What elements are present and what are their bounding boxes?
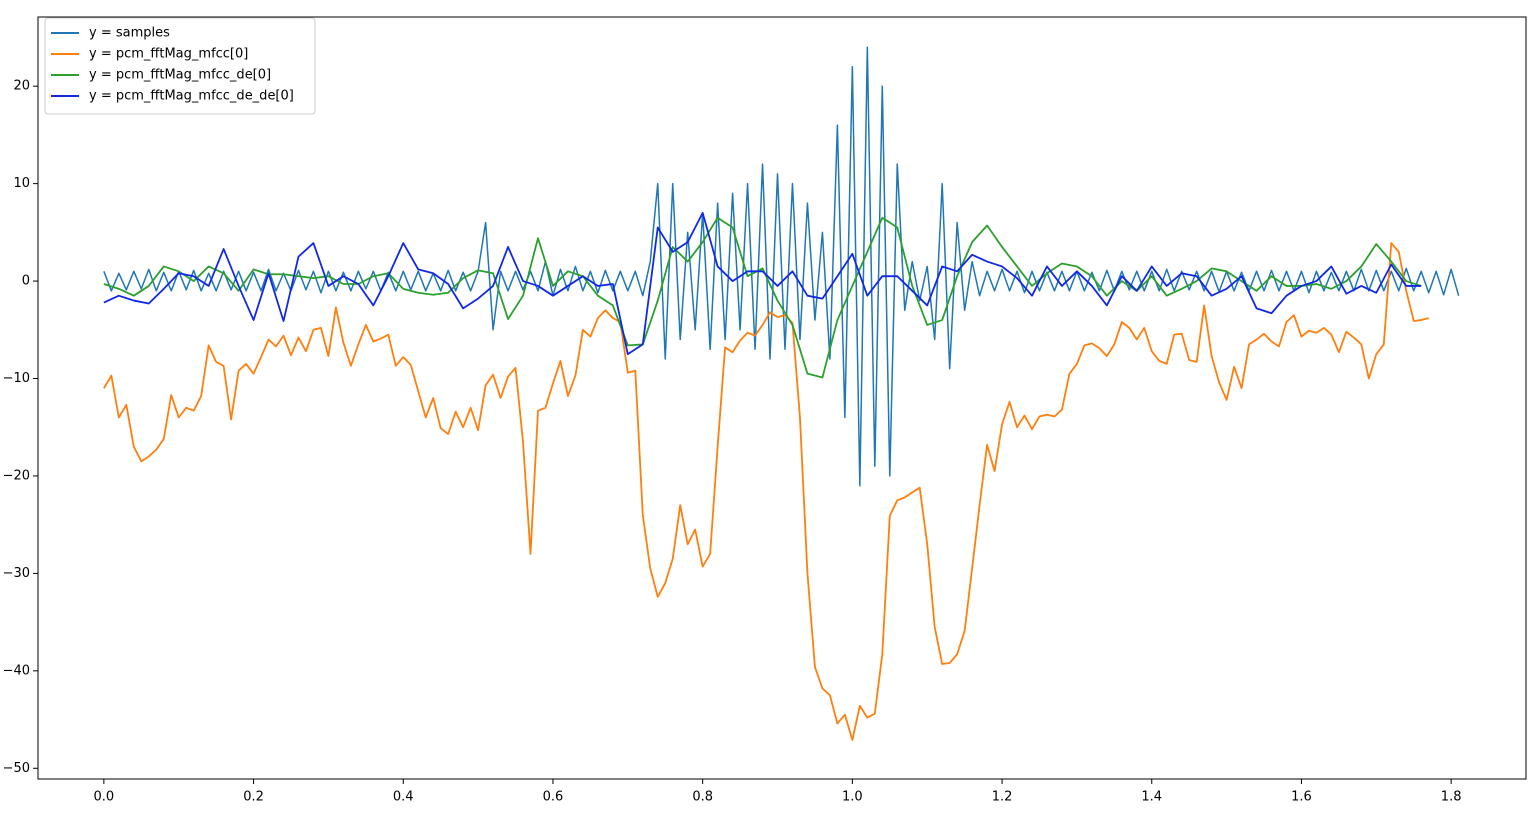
y-tick-label: −20 [3, 468, 30, 483]
x-tick-label: 1.4 [1141, 790, 1162, 805]
x-tick-label: 0.6 [543, 790, 564, 805]
y-tick-label: −50 [3, 761, 30, 776]
y-tick-label: −30 [3, 566, 30, 581]
legend-label: y = pcm_fftMag_mfcc[0] [89, 47, 248, 62]
y-tick-label: −10 [3, 371, 30, 386]
x-tick-label: 1.6 [1291, 790, 1312, 805]
plot-frame [37, 16, 1527, 780]
legend-label: y = pcm_fftMag_mfcc_de_de[0] [89, 89, 294, 104]
y-tick-label: 20 [13, 79, 30, 94]
series-line [103, 46, 1460, 487]
x-tick-label: 0.2 [243, 790, 264, 805]
series-line [103, 242, 1429, 741]
x-tick-label: 0.8 [692, 790, 713, 805]
x-tick-label: 0.4 [393, 790, 414, 805]
x-tick-label: 1.2 [992, 790, 1013, 805]
x-tick-label: 0.0 [94, 790, 115, 805]
series-line [103, 211, 1422, 356]
series-line [103, 216, 1422, 379]
y-tick-label: 10 [13, 176, 30, 191]
legend-label: y = samples [89, 26, 170, 41]
y-tick-label: 0 [22, 274, 30, 289]
x-tick-label: 1.0 [842, 790, 863, 805]
y-tick-label: −40 [3, 663, 30, 678]
legend-box [44, 17, 316, 115]
x-tick-label: 1.8 [1441, 790, 1462, 805]
legend-label: y = pcm_fftMag_mfcc_de[0] [89, 68, 271, 83]
